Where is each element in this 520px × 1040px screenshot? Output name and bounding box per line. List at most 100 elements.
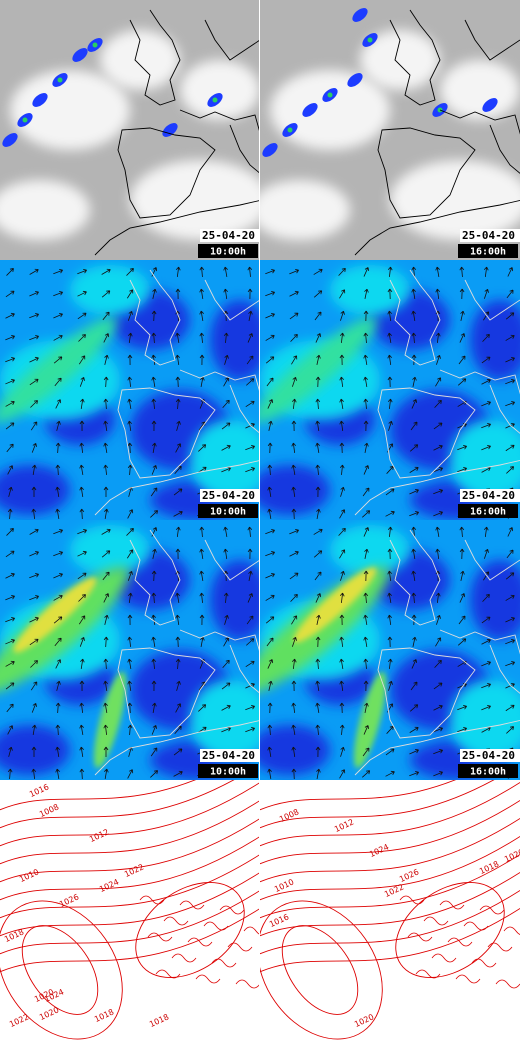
wind-arrow — [77, 572, 87, 580]
wind-arrow — [127, 464, 133, 476]
wind-arrow — [103, 593, 110, 603]
wind-arrow — [7, 465, 14, 475]
cloud-bright — [440, 60, 520, 120]
wind-arrow — [458, 355, 466, 365]
isobar — [260, 780, 456, 811]
wind-arrow — [266, 377, 274, 387]
wind-arrow — [151, 725, 157, 735]
wind-arrow — [387, 398, 393, 410]
coastline — [464, 539, 520, 581]
wind-arrow — [78, 355, 86, 365]
wind-arrow — [363, 570, 369, 582]
wind-arrow — [411, 570, 416, 581]
wind-arrow — [339, 332, 345, 344]
wind-arrow — [223, 266, 228, 277]
wind-arrow — [435, 548, 441, 560]
wind-arrow — [409, 771, 420, 777]
isobar-noise — [455, 974, 481, 984]
wind-arrow — [151, 420, 157, 432]
wind-arrow — [363, 332, 369, 344]
wind-arrow — [433, 682, 443, 690]
wind-arrow — [30, 421, 38, 431]
wind-arrow — [315, 636, 321, 648]
wind-arrow — [505, 334, 515, 341]
wind-arrow — [175, 658, 181, 670]
wind-arrow — [265, 291, 276, 297]
wind-arrow — [53, 529, 63, 535]
wind-arrow — [412, 376, 417, 387]
wind-arrow — [175, 354, 180, 366]
isobar — [260, 817, 520, 883]
wind-mid — [450, 420, 520, 500]
wind-arrow — [151, 636, 156, 647]
wind-arrow — [29, 528, 39, 535]
precip — [482, 98, 498, 112]
coastline — [229, 124, 260, 174]
wind-arrow — [410, 421, 418, 431]
wind-arrow — [221, 682, 231, 690]
wind-arrow — [289, 269, 299, 275]
wind-arrow — [433, 489, 444, 495]
wind-arrow — [290, 333, 298, 342]
isobar — [260, 907, 520, 973]
wind-arrow — [127, 376, 133, 388]
wind-arrow — [338, 527, 346, 536]
isobar-noise — [203, 921, 229, 931]
wind-arrow — [127, 680, 132, 692]
wind-arrow — [267, 768, 272, 779]
wind-arrow — [55, 508, 60, 519]
time-label: 10:00h — [210, 247, 246, 258]
date-label: 25-04-20 — [462, 229, 515, 242]
wind-arrow — [126, 549, 134, 559]
coastline — [464, 279, 520, 321]
coastline — [354, 459, 520, 516]
wind-arrow — [246, 378, 255, 386]
wind-arrow — [363, 636, 368, 647]
wind-arrow — [434, 399, 442, 408]
isobar — [260, 835, 520, 901]
wind-arrow — [5, 660, 15, 667]
wind-arrow — [364, 548, 369, 559]
coastline — [439, 109, 520, 135]
isobar-closed — [281, 925, 359, 1015]
wind-arrow — [339, 549, 346, 559]
wind-arrow — [412, 636, 417, 647]
wind-arrow — [5, 290, 15, 298]
coastline — [377, 387, 476, 479]
wind-arrow — [362, 510, 371, 518]
coastline — [489, 644, 520, 694]
wind-arrow — [246, 355, 254, 365]
wind-arrow — [505, 572, 515, 580]
wind-arrow — [222, 659, 230, 669]
time-label: 16:00h — [470, 247, 506, 258]
isobar — [260, 889, 520, 955]
wind-arrow — [457, 467, 468, 473]
wind-arrow — [248, 570, 253, 581]
wind-arrow — [7, 725, 14, 735]
wind-arrow — [31, 443, 37, 453]
coastline — [129, 269, 181, 366]
wind-arrow — [175, 548, 181, 560]
wind-arrow — [175, 266, 181, 278]
wind-arrow — [363, 310, 369, 322]
wind-arrow — [245, 727, 256, 733]
wind-arrow — [199, 614, 205, 626]
coastline — [179, 369, 260, 395]
date-bg — [200, 229, 260, 242]
wind-arrow — [265, 312, 275, 319]
wind-low — [470, 300, 520, 380]
wind-arrow — [29, 268, 39, 275]
wind-arrow — [291, 615, 298, 625]
wind-arrow — [103, 398, 109, 410]
wind-arrow — [5, 400, 15, 407]
wind-arrow — [223, 377, 230, 387]
wind-arrow — [151, 680, 157, 692]
wind-arrow — [176, 420, 181, 431]
wind-arrow — [291, 355, 298, 365]
wind-arrow — [409, 748, 419, 755]
wind-low — [210, 300, 260, 380]
wind-arrow — [223, 592, 229, 604]
coastline — [129, 9, 181, 106]
wind-arrow — [436, 614, 441, 625]
